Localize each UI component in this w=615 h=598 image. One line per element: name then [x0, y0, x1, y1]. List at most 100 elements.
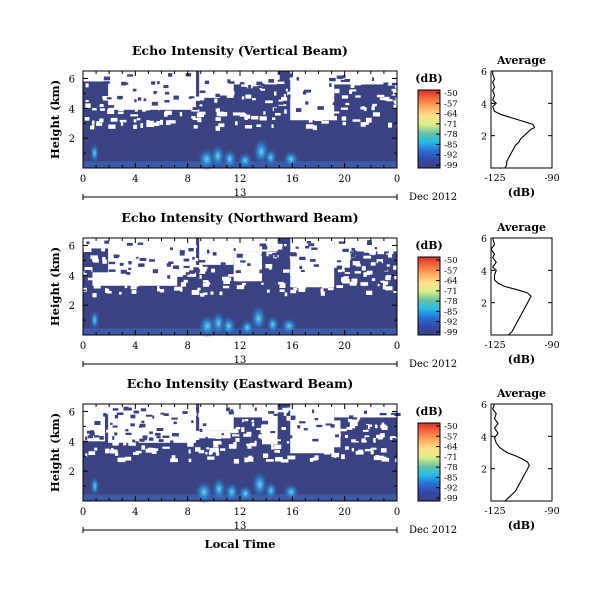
no-data-speckle: [133, 124, 137, 130]
data-speckle-cell: [165, 91, 170, 95]
data-speckle-cell: [311, 409, 315, 414]
no-data-speckle: [131, 290, 137, 294]
no-data-speckle: [363, 107, 367, 112]
data-speckle-cell: [280, 77, 284, 81]
data-speckle-cell: [312, 438, 319, 442]
no-data-speckle: [251, 258, 257, 262]
data-speckle-cell: [189, 270, 195, 274]
no-data-speckle: [263, 111, 266, 115]
no-data-speckle: [369, 424, 373, 427]
no-data-regions: [83, 404, 403, 464]
x-tick-label: 0: [394, 341, 400, 352]
data-speckle-cell: [386, 102, 390, 105]
no-data-speckle: [378, 408, 382, 414]
data-speckle-cell: [145, 414, 153, 417]
data-speckle-cell: [348, 415, 354, 420]
no-data-speckle: [394, 88, 398, 94]
no-data-speckle: [312, 125, 317, 131]
colorbar: [417, 422, 441, 502]
data-speckle-cell: [254, 407, 257, 411]
no-data-speckle: [252, 266, 261, 269]
no-data-speckle: [120, 72, 129, 77]
data-speckle-cell: [233, 248, 236, 251]
no-data-speckle: [295, 114, 299, 118]
data-speckle-cell: [189, 96, 195, 99]
no-data-speckle: [337, 269, 342, 273]
no-data-speckle: [91, 415, 99, 418]
data-speckle-cell: [295, 108, 302, 113]
data-speckle-cell: [149, 431, 153, 435]
no-data-speckle: [247, 444, 252, 449]
no-data-speckle: [287, 91, 294, 96]
no-data-speckle: [160, 422, 165, 428]
data-speckle-cell: [259, 269, 266, 274]
no-data-speckle: [222, 285, 230, 289]
no-data-speckle: [297, 276, 304, 279]
date-label: Dec 2012: [409, 525, 457, 536]
no-data-speckle: [265, 263, 273, 269]
no-data-speckle: [255, 414, 260, 417]
no-data-speckle: [89, 419, 98, 423]
profile-y-tick-label: 2: [481, 132, 487, 143]
no-data-speckle: [377, 250, 385, 255]
colorbar-tick-label: -71: [444, 453, 458, 463]
no-data-speckle: [251, 115, 259, 120]
no-data-speckle: [235, 242, 238, 245]
data-speckle-cell: [344, 78, 350, 82]
no-data-speckle: [280, 459, 289, 463]
no-data-speckle: [269, 265, 272, 270]
data-speckle-cell: [84, 269, 92, 274]
no-data-speckle: [304, 271, 312, 276]
data-speckle-cell: [239, 419, 243, 423]
no-data-speckle: [171, 455, 176, 461]
no-data-speckle: [390, 76, 394, 80]
no-data-speckle: [361, 438, 367, 443]
no-data-speckle: [114, 452, 119, 456]
no-data-speckle: [277, 409, 283, 413]
no-data-speckle: [355, 450, 364, 455]
data-speckle-cell: [212, 252, 217, 256]
no-data-speckle: [236, 430, 239, 433]
no-data-speckle: [218, 123, 225, 128]
data-speckle-cell: [149, 259, 156, 262]
data-speckle-cell: [277, 84, 284, 88]
data-speckle-cell: [325, 423, 332, 426]
no-data-speckle: [213, 238, 218, 242]
no-data-speckle: [286, 441, 290, 444]
data-speckle-cell: [151, 81, 156, 85]
data-speckle-cell: [170, 247, 173, 251]
colorbar-tick-label: -57: [444, 99, 458, 109]
data-speckle-cell: [156, 435, 161, 439]
no-data-speckle: [396, 101, 403, 107]
no-data-speckle: [319, 414, 323, 418]
data-speckle-cell: [185, 73, 192, 77]
profile-title: Average: [496, 221, 546, 234]
no-data-speckle: [323, 450, 331, 455]
no-data-speckle: [211, 255, 216, 261]
no-data-speckle: [188, 449, 191, 454]
echo-blob: [263, 480, 278, 501]
data-speckle-cell: [374, 247, 378, 250]
no-data-speckle: [308, 119, 313, 123]
no-data-speckle: [161, 418, 165, 422]
no-data-speckle: [141, 76, 150, 82]
data-speckle-cell: [313, 264, 319, 267]
no-data-speckle: [381, 457, 390, 462]
no-data-speckle: [131, 95, 138, 99]
no-data-speckle: [281, 97, 288, 101]
data-speckle-cell: [143, 98, 147, 102]
no-data-speckle: [247, 456, 254, 462]
data-speckle-cell: [273, 413, 278, 416]
no-data-speckle: [229, 247, 234, 252]
no-data-speckle: [344, 272, 350, 276]
no-data-speckle: [281, 427, 286, 430]
data-speckle-cell: [134, 99, 137, 103]
no-data-speckle: [377, 436, 383, 440]
no-data-speckle: [380, 433, 385, 438]
no-data-speckle: [244, 239, 252, 244]
profile-y-tick-label: 4: [481, 99, 487, 110]
no-data-speckle: [298, 248, 304, 252]
no-data-speckle: [177, 262, 184, 267]
no-data-speckle: [325, 415, 333, 418]
data-speckle-cell: [316, 424, 323, 428]
